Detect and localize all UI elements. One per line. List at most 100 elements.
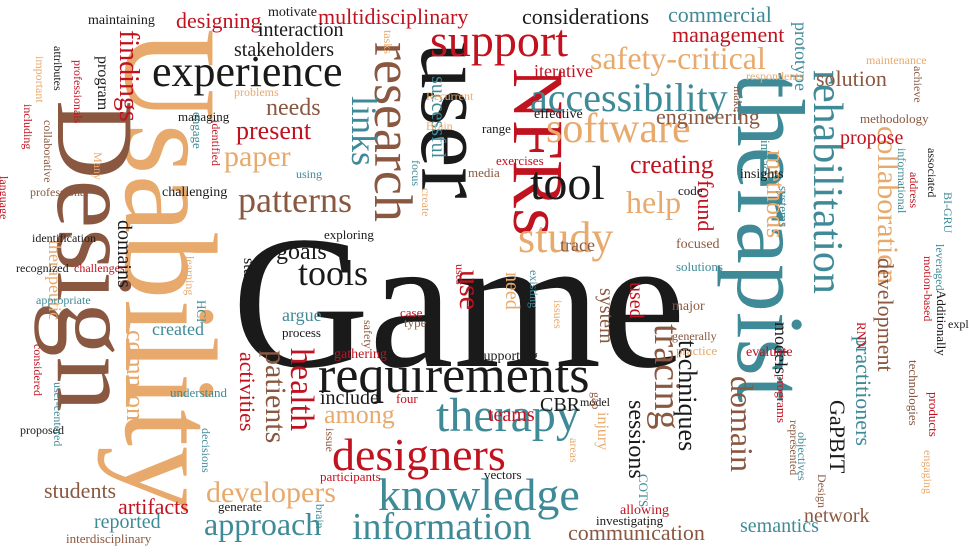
- word-activities: activities: [235, 352, 260, 432]
- word-motion-based: motion-based: [921, 256, 935, 322]
- word-reported: reported: [94, 511, 161, 533]
- word-methodology: methodology: [860, 111, 929, 126]
- word-identified: identified: [209, 120, 223, 166]
- word-design-small: Design: [815, 474, 829, 508]
- word-areas: areas: [567, 438, 581, 463]
- word-tool: tool: [530, 157, 605, 210]
- word-engaging: engaging: [921, 450, 935, 494]
- word-support: support: [430, 15, 568, 66]
- word-semantics: semantics: [740, 515, 819, 537]
- word-management: management: [672, 22, 785, 47]
- word-managing: managing: [178, 109, 230, 124]
- word-many: Many: [91, 152, 105, 180]
- word-program: program: [94, 56, 111, 111]
- word-attributes: attributes: [51, 46, 65, 91]
- word-model: model: [580, 395, 610, 409]
- word-using: using: [296, 167, 323, 181]
- word-practice: practice: [676, 343, 718, 358]
- word-artifacts: artifacts: [118, 494, 189, 519]
- word-among: among: [324, 400, 395, 429]
- word-approach: approach: [204, 506, 322, 542]
- word-interdisciplinary: interdisciplinary: [66, 531, 152, 546]
- word-recurrent: Recurrent: [426, 89, 474, 103]
- word-decisions: decisions: [199, 428, 213, 473]
- word-language: language: [0, 176, 11, 220]
- word-need: need: [501, 272, 523, 310]
- word-software: software: [546, 106, 691, 152]
- word-engage: engage: [190, 112, 205, 149]
- word-challenging: challenging: [162, 185, 228, 200]
- word-safety: safety: [361, 320, 375, 349]
- word-supporting: supporting: [478, 349, 538, 364]
- word-goals: goals: [276, 239, 327, 265]
- word-objectives: objectives: [795, 432, 809, 481]
- word-appropriate: appropriate: [36, 293, 91, 307]
- word-four: four: [396, 391, 418, 406]
- word-solutions: solutions: [676, 259, 723, 274]
- word-evaluate: evaluate: [746, 345, 793, 360]
- word-experience: experience: [152, 47, 343, 96]
- word-system: system: [595, 288, 617, 344]
- word-investigating: investigating: [596, 513, 664, 528]
- word-cots: COTS: [636, 474, 651, 508]
- word-argue: argue: [282, 305, 322, 325]
- word-used: used: [625, 282, 647, 319]
- word-additionally: Additionally: [934, 290, 949, 356]
- word-therapy: therapy: [436, 389, 580, 442]
- word-teams: teams: [488, 404, 535, 426]
- word-effective: effective: [534, 107, 583, 122]
- word-iterative: iterative: [534, 61, 593, 81]
- word-professionals: professionals: [71, 60, 85, 124]
- word-creating: creating: [630, 150, 714, 179]
- word-explore: explore: [948, 317, 969, 331]
- word-brain: Brain: [426, 119, 453, 133]
- word-information: information: [352, 506, 532, 548]
- word-network: network: [804, 505, 870, 527]
- word-therapeutic: therapeutic: [45, 240, 65, 320]
- word-exercises: exercises: [496, 153, 544, 168]
- word-brain-lower: brain: [313, 504, 327, 529]
- word-paper: paper: [224, 140, 291, 173]
- word-interaction: interaction: [258, 19, 344, 41]
- word-requirements: requirements: [318, 347, 590, 404]
- word-cbr: CBR: [540, 394, 581, 416]
- word-systems: systems: [776, 186, 791, 228]
- word-insights: insights: [740, 167, 784, 182]
- word-informational: informational: [895, 148, 909, 214]
- word-sessions: sessions: [623, 400, 649, 479]
- word-existing: existing: [527, 270, 541, 308]
- word-rehabilitation: rehabilitation: [804, 70, 850, 294]
- word-important: important: [33, 56, 47, 103]
- word-programs: programs: [774, 374, 789, 424]
- word-generally: generally: [672, 329, 717, 343]
- word-vectors: vectors: [484, 467, 522, 482]
- word-exploring: exploring: [324, 227, 374, 242]
- word-make: make: [731, 86, 745, 112]
- word-motivate: motivate: [268, 5, 317, 20]
- word-needs: needs: [266, 95, 321, 121]
- word-links: links: [344, 96, 384, 167]
- word-range: range: [482, 121, 511, 136]
- word-focused: focused: [676, 237, 720, 252]
- word-uses: uses: [453, 264, 467, 285]
- word-issue: issue: [323, 428, 337, 452]
- word-proposed: proposed: [20, 423, 64, 437]
- word-commercial: commercial: [668, 2, 772, 27]
- word-domain: domain: [724, 376, 760, 472]
- word-designers: designers: [332, 429, 506, 480]
- word-challenges: challenges: [74, 261, 125, 275]
- word-communication: communication: [568, 520, 705, 545]
- word-create: create: [419, 188, 433, 217]
- word-gapbit: GaPBIT: [825, 400, 850, 474]
- word-learning: learning: [183, 256, 197, 296]
- word-tools: tools: [298, 253, 369, 293]
- word-engineering: engineering: [656, 104, 760, 129]
- word-students: students: [44, 478, 117, 503]
- word-patients: patients: [259, 350, 292, 444]
- word-present: present: [236, 116, 312, 145]
- word-recognized: recognized: [16, 261, 69, 275]
- word-focus: focus: [409, 160, 423, 186]
- word-stakeholders: stakeholders: [234, 39, 334, 61]
- word-studies: studies: [240, 258, 257, 303]
